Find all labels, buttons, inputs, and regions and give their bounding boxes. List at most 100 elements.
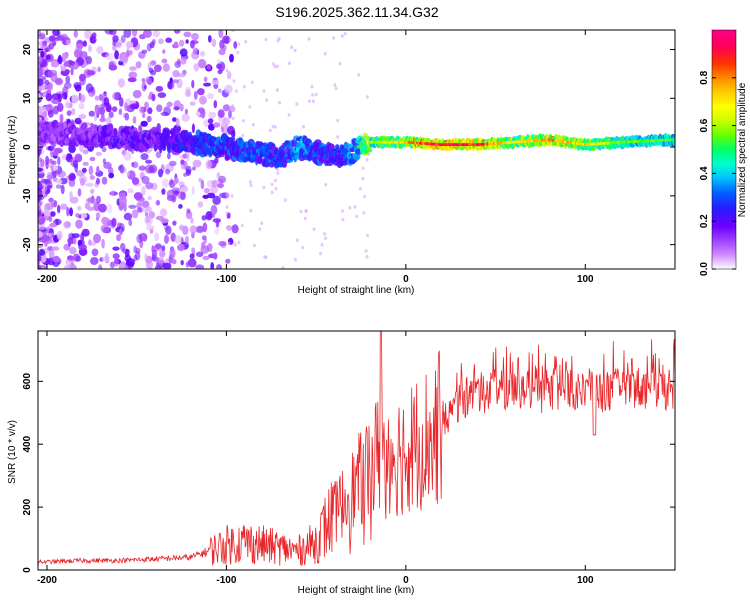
- heatmap-cell: [64, 39, 71, 45]
- heatmap-cell: [38, 190, 42, 198]
- heatmap-cell: [234, 89, 238, 93]
- heatmap-cell: [132, 130, 140, 139]
- heatmap-cell: [116, 234, 122, 242]
- heatmap-cell: [177, 243, 185, 252]
- heatmap-cell: [145, 182, 154, 190]
- heatmap-cell: [182, 225, 189, 235]
- heatmap-cell: [274, 125, 277, 129]
- heatmap-cell: [195, 111, 201, 117]
- heatmap-cell: [217, 109, 225, 118]
- heatmap-cell: [200, 50, 206, 57]
- heatmap-cell: [57, 156, 61, 166]
- heatmap-cell: [172, 220, 177, 226]
- y-tick-label: -20: [22, 237, 33, 252]
- heatmap-cell: [61, 92, 68, 100]
- heatmap-cell: [38, 264, 42, 269]
- heatmap-cell: [225, 205, 229, 209]
- heatmap-cell: [154, 264, 162, 269]
- heatmap-cell: [208, 111, 217, 119]
- heatmap-cell: [193, 63, 200, 72]
- heatmap-cell: [147, 107, 153, 115]
- heatmap-cell: [45, 155, 50, 166]
- heatmap-cell: [90, 257, 99, 265]
- heatmap-cell: [50, 144, 56, 151]
- heatmap-cell: [123, 151, 132, 161]
- heatmap-cell: [141, 185, 146, 196]
- heatmap-cell: [233, 41, 238, 49]
- heatmap-cell: [132, 161, 139, 169]
- heatmap-cell: [133, 254, 138, 262]
- heatmap-cell: [156, 104, 163, 112]
- heatmap-cell: [302, 124, 305, 129]
- heatmap-cell: [140, 120, 148, 127]
- heatmap-cell: [202, 194, 209, 199]
- heatmap-cell: [216, 264, 222, 269]
- heatmap-cell: [108, 64, 118, 71]
- heatmap-cell: [138, 165, 147, 171]
- heatmap-cell: [98, 264, 103, 269]
- heatmap-cell: [159, 208, 168, 217]
- heatmap-cell: [212, 252, 218, 260]
- heatmap-cell: [357, 73, 361, 77]
- heatmap-cell: [179, 103, 184, 112]
- heatmap-cell: [227, 241, 231, 246]
- heatmap-cell: [145, 159, 153, 164]
- colorbar-tick-label: 0.4: [699, 166, 710, 180]
- heatmap-cell: [186, 208, 191, 214]
- heatmap-cell: [82, 40, 88, 47]
- heatmap-cell: [234, 243, 237, 247]
- heatmap-cell: [191, 166, 196, 171]
- heatmap-cell: [70, 67, 74, 76]
- heatmap-cell: [96, 46, 104, 54]
- heatmap-cell: [206, 243, 213, 252]
- heatmap-cell: [203, 82, 212, 87]
- heatmap-cell: [177, 73, 187, 78]
- heatmap-cell: [310, 84, 314, 89]
- heatmap-cell: [191, 247, 195, 253]
- heatmap-cell: [88, 241, 97, 246]
- heatmap-cell: [53, 165, 59, 171]
- heatmap-cell: [314, 92, 318, 97]
- heatmap-cell: [78, 102, 85, 110]
- heatmap-cell: [124, 112, 130, 121]
- heatmap-cell: [136, 207, 142, 213]
- heatmap-cell: [63, 265, 73, 269]
- heatmap-cell: [198, 58, 207, 69]
- heatmap-cell: [172, 117, 177, 122]
- heatmap-cell: [117, 78, 125, 88]
- top-x-axis-label: Height of straight line (km): [298, 285, 415, 296]
- heatmap-cell: [125, 50, 131, 58]
- heatmap-cell: [271, 62, 275, 66]
- heatmap-cell: [240, 223, 244, 228]
- heatmap-cell: [189, 101, 196, 106]
- heatmap-cell: [145, 164, 154, 174]
- heatmap-cell: [52, 255, 60, 263]
- heatmap-cell: [124, 264, 129, 269]
- heatmap-cell: [191, 123, 195, 134]
- heatmap-cell: [38, 33, 45, 40]
- heatmap-cell: [363, 194, 367, 199]
- heatmap-cell: [218, 240, 227, 247]
- bottom-x-axis-label: Height of straight line (km): [298, 585, 415, 596]
- heatmap-cell: [206, 92, 214, 100]
- heatmap-cell: [38, 181, 43, 192]
- heatmap-cell: [50, 202, 55, 208]
- heatmap-cell: [74, 117, 82, 125]
- heatmap-cell: [68, 60, 76, 66]
- heatmap-cell: [236, 50, 240, 55]
- heatmap-cell: [193, 47, 199, 55]
- heatmap-cell: [164, 234, 169, 244]
- heatmap-cell: [169, 160, 177, 167]
- y-tick-label: 20: [22, 44, 33, 56]
- heatmap-cell: [65, 75, 71, 84]
- heatmap-cell: [202, 255, 210, 261]
- heatmap-cell: [213, 122, 221, 128]
- heatmap-cell: [151, 93, 156, 102]
- heatmap-cell: [108, 111, 114, 119]
- heatmap-cell: [63, 221, 71, 229]
- heatmap-cell: [230, 130, 235, 138]
- heatmap-cell: [225, 193, 229, 197]
- heatmap-cell: [66, 110, 72, 116]
- colorbar-tick-label: 0.0: [699, 262, 710, 276]
- heatmap-cell: [152, 30, 160, 38]
